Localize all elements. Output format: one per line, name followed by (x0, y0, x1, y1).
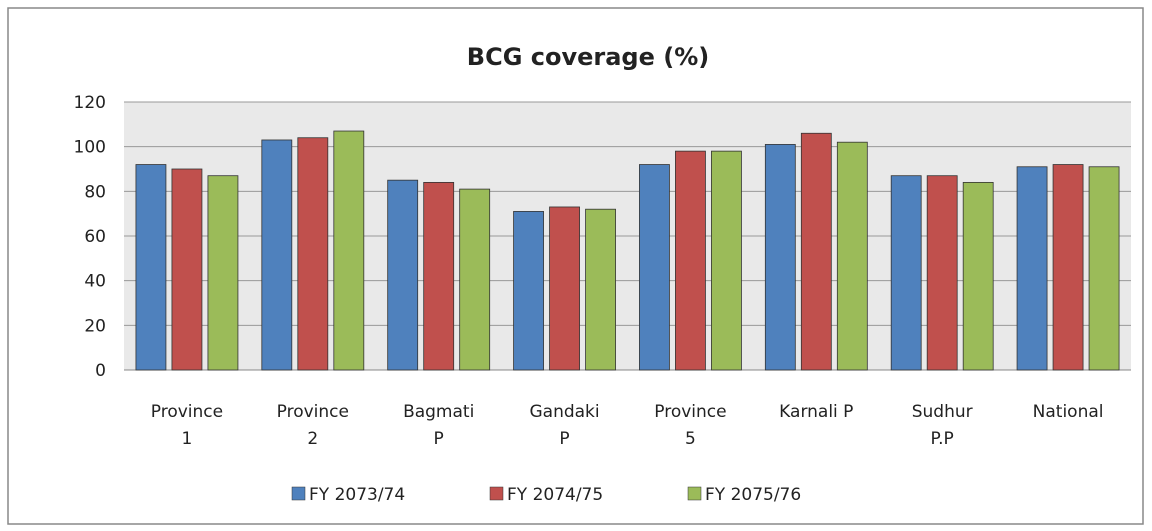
bar (387, 179, 419, 371)
y-tick-label: 80 (84, 182, 106, 202)
bar (926, 175, 958, 371)
y-tick-label: 100 (74, 138, 106, 158)
legend-label: FY 2074/75 (507, 485, 603, 505)
x-tick-label: Sudhur P.P (912, 402, 973, 449)
bar (459, 188, 491, 371)
bar (333, 130, 365, 371)
bar (800, 132, 832, 371)
x-tick-label: Province 2 (277, 402, 349, 449)
bar (1016, 166, 1048, 371)
y-tick-label: 120 (74, 93, 106, 113)
legend-label: FY 2075/76 (705, 485, 801, 505)
bar (207, 175, 239, 371)
legend-swatch (291, 486, 306, 501)
bar (962, 181, 994, 371)
bar (836, 141, 868, 371)
bar (297, 137, 329, 371)
legend-label: FY 2073/74 (309, 485, 405, 505)
bar (890, 175, 922, 371)
bar (423, 181, 455, 371)
bar (764, 144, 796, 371)
bar (135, 164, 167, 371)
bar (639, 164, 670, 371)
legend-swatch (687, 486, 702, 501)
bar (171, 168, 203, 371)
y-tick-label: 60 (84, 227, 106, 247)
x-tick-label: Province 1 (151, 402, 223, 449)
x-tick-label: Karnali P (779, 402, 853, 422)
bar (1052, 164, 1084, 371)
y-tick-label: 0 (95, 361, 106, 381)
bar (513, 211, 544, 371)
chart-title: BCG coverage (%) (467, 43, 709, 71)
y-tick-label: 40 (84, 272, 106, 292)
x-tick-label: Gandaki P (529, 402, 599, 449)
x-tick-label: Bagmati P (403, 402, 474, 449)
x-tick-label: Province 5 (654, 402, 726, 449)
bar (711, 150, 742, 371)
bar (261, 139, 293, 371)
legend-swatch (489, 486, 504, 501)
x-tick-label: National (1033, 402, 1104, 422)
bar (1088, 166, 1120, 371)
bar (675, 150, 706, 371)
y-tick-label: 20 (84, 316, 106, 336)
bar (549, 206, 580, 371)
bar (585, 208, 616, 371)
